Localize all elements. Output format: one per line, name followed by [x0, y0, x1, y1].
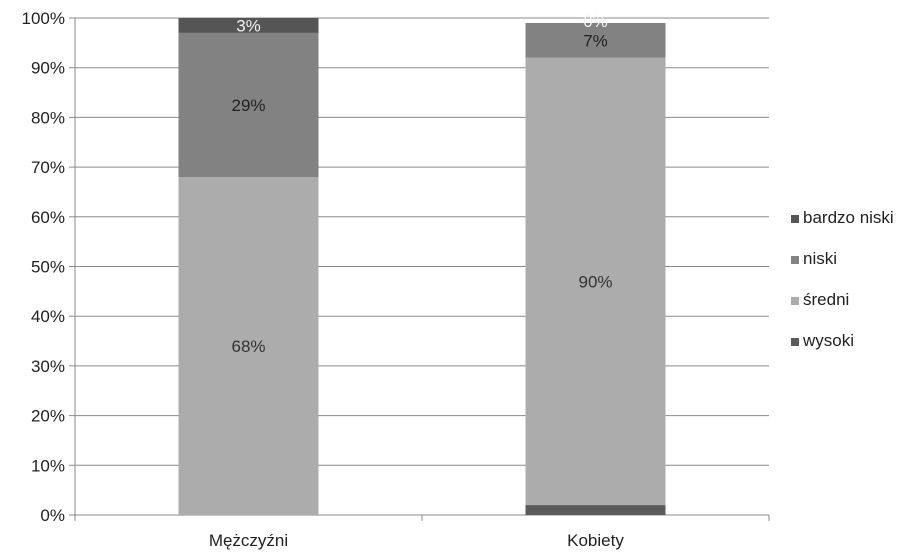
data-label: 29% — [231, 96, 265, 115]
y-tick-label: 10% — [31, 456, 65, 475]
legend-label: niski — [803, 249, 838, 268]
data-label: 3% — [236, 16, 261, 35]
legend-label: średni — [803, 290, 850, 309]
bar-segment-niski — [178, 32, 319, 178]
bar-segment-wysoki — [525, 505, 666, 515]
y-tick-label: 0% — [40, 506, 65, 525]
legend-swatch — [791, 296, 799, 305]
bar-segment-średni — [525, 57, 666, 506]
y-tick-label: 40% — [31, 307, 65, 326]
bar-segment-średni — [178, 177, 319, 516]
y-tick-label: 100% — [22, 9, 65, 28]
legend-label: bardzo niski — [803, 208, 894, 227]
bar-segment-niski — [525, 22, 666, 58]
y-tick-label: 60% — [31, 208, 65, 227]
legend-swatch — [791, 337, 799, 346]
y-tick-label: 90% — [31, 59, 65, 78]
y-tick-label: 70% — [31, 158, 65, 177]
x-category-label: Kobiety — [567, 531, 624, 550]
data-label: 0% — [583, 12, 608, 31]
bar-segment-bardzo-niski — [178, 18, 319, 33]
legend-item: średni — [791, 290, 894, 311]
legend: bardzo niski niski średni wysoki — [791, 208, 894, 372]
legend-label: wysoki — [803, 331, 855, 350]
legend-swatch — [791, 214, 799, 223]
data-label: 90% — [578, 272, 612, 291]
data-label: 68% — [231, 337, 265, 356]
legend-item: bardzo niski — [791, 208, 894, 229]
legend-swatch — [791, 255, 799, 264]
y-tick-label: 20% — [31, 407, 65, 426]
y-tick-label: 80% — [31, 108, 65, 127]
x-category-label: Mężczyźni — [209, 531, 288, 550]
y-tick-label: 30% — [31, 357, 65, 376]
y-tick-label: 50% — [31, 258, 65, 277]
legend-item: niski — [791, 249, 894, 270]
data-label: 7% — [583, 31, 608, 50]
legend-item: wysoki — [791, 331, 894, 352]
